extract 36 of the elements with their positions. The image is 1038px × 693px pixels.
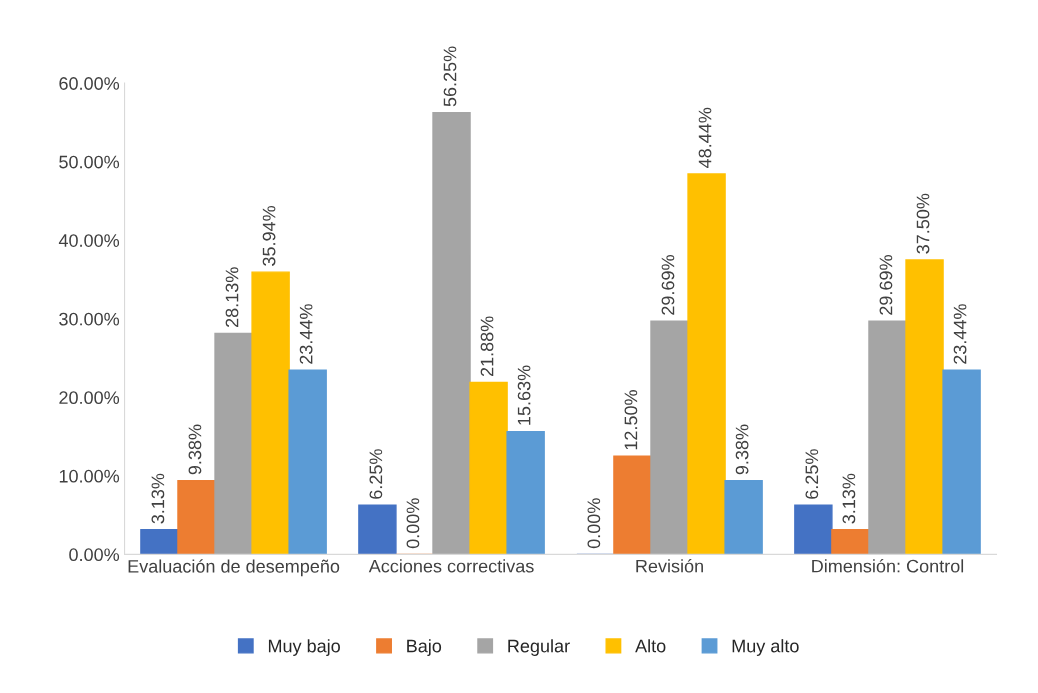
data-label: 12.50%	[624, 390, 638, 450]
data-label: 23.44%	[953, 304, 967, 364]
legend-label: Muy bajo	[268, 639, 340, 656]
y-tick-label: 60.00%	[59, 77, 120, 90]
legend-label: Muy alto	[732, 639, 799, 656]
y-tick-label: 0.00%	[69, 548, 120, 562]
data-label: 37.50%	[916, 193, 930, 254]
data-label: 48.44%	[698, 107, 712, 168]
data-label: 35.94%	[262, 205, 276, 266]
data-label: 56.25%	[443, 46, 457, 107]
legend-label: Alto	[635, 639, 666, 653]
data-label: 21.88%	[480, 316, 494, 377]
legend-label: Regular	[508, 639, 570, 656]
y-tick-label: 20.00%	[59, 391, 120, 405]
data-label: 9.38%	[188, 424, 202, 475]
x-tick-label: Dimensión: Control	[812, 559, 964, 573]
data-label: 29.69%	[879, 255, 893, 315]
x-tick-label: Acciones correctivas	[368, 559, 534, 573]
y-tick-label: 10.00%	[59, 469, 120, 483]
data-label: 28.13%	[225, 267, 239, 327]
y-tick-label: 30.00%	[59, 312, 120, 326]
y-tick-label: 50.00%	[59, 155, 120, 169]
data-label: 3.13%	[842, 473, 856, 524]
data-label: 0.00%	[406, 498, 420, 549]
data-label: 23.44%	[299, 304, 313, 364]
data-label: 0.00%	[587, 498, 601, 549]
data-label: 6.25%	[369, 449, 383, 499]
data-label: 6.25%	[805, 449, 819, 499]
data-label: 9.38%	[735, 424, 749, 475]
legend-label: Bajo	[407, 639, 442, 656]
x-tick-label: Evaluación de desempeño	[128, 559, 340, 577]
data-label: 15.63%	[517, 365, 531, 425]
data-label: 3.13%	[151, 473, 165, 524]
data-label: 29.69%	[661, 255, 675, 315]
x-tick-label: Revisión	[636, 559, 703, 573]
y-tick-label: 40.00%	[58, 234, 120, 247]
